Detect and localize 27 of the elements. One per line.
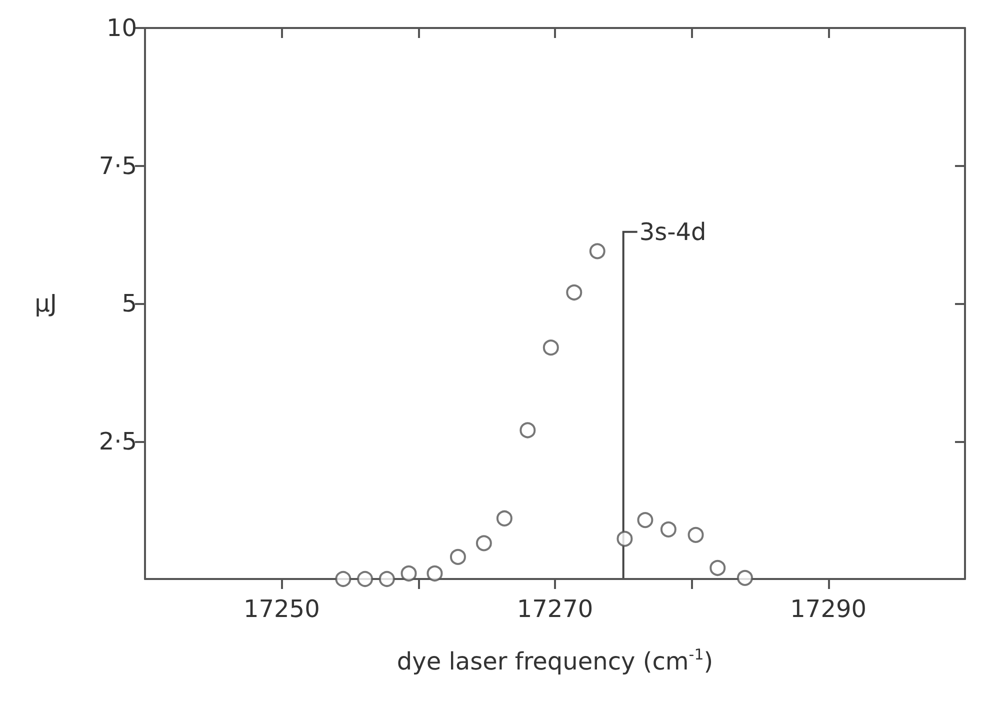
y-tick-label: 7·5 <box>98 152 137 180</box>
point <box>357 571 374 587</box>
point <box>710 560 726 576</box>
y-tick-label: 5 <box>122 290 137 318</box>
point <box>496 510 512 526</box>
point <box>566 284 582 300</box>
y-tick-label: 2·5 <box>98 427 137 456</box>
point <box>688 526 704 543</box>
point <box>450 548 466 565</box>
point <box>335 571 352 587</box>
point <box>589 243 606 260</box>
point <box>426 565 443 582</box>
point <box>400 565 417 582</box>
point <box>378 571 395 587</box>
y-axis-title: μJ <box>34 290 57 318</box>
point <box>520 422 536 438</box>
point <box>660 521 676 538</box>
ref-line-label: 3s-4d <box>639 218 706 246</box>
y-tick-label: 10 <box>106 14 137 42</box>
x-tick-label: 17270 <box>516 595 594 623</box>
point <box>476 535 492 552</box>
x-tick-label: 17290 <box>790 595 867 623</box>
point <box>542 340 559 356</box>
point <box>736 570 753 586</box>
point <box>637 512 654 528</box>
point <box>616 530 633 547</box>
x-tick-label: 17250 <box>243 595 320 623</box>
